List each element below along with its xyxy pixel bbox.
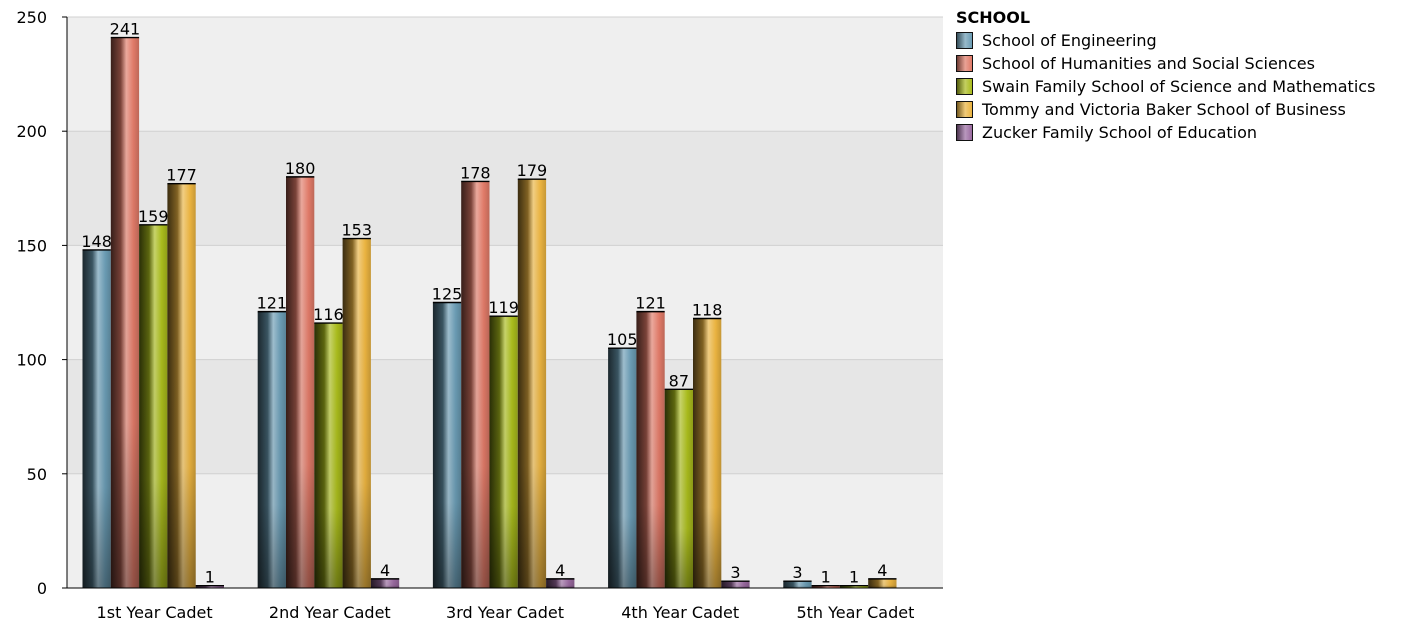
bar-shade [546, 578, 575, 588]
bar-data-label: 121 [257, 294, 288, 313]
bar-shade [461, 181, 490, 588]
x-tick-label: 3rd Year Cadet [446, 603, 564, 622]
x-tick-label: 4th Year Cadet [621, 603, 739, 622]
legend-item: School of Humanities and Social Sciences [956, 52, 1375, 75]
bar-shade [783, 581, 812, 588]
bar-shade [82, 249, 111, 588]
bar-shade [167, 183, 196, 588]
bar-data-label: 153 [341, 221, 372, 240]
y-axis: 0 50 100 150 200 250 [16, 8, 68, 598]
legend-items: School of Engineering School of Humanitie… [956, 29, 1375, 144]
y-tick-label: 50 [27, 465, 47, 484]
legend-label: School of Humanities and Social Sciences [982, 54, 1315, 73]
bar-shade [370, 578, 400, 588]
plot-band [67, 131, 943, 246]
bar-shade [314, 323, 343, 588]
bar-data-label: 178 [460, 163, 491, 182]
bar-shade [636, 311, 665, 588]
legend-label: School of Engineering [982, 31, 1157, 50]
legend-swatch [956, 55, 973, 72]
legend-item: Swain Family School of Science and Mathe… [956, 75, 1375, 98]
y-tick-label: 100 [16, 351, 47, 370]
bar-data-label: 119 [488, 298, 519, 317]
x-tick-label: 1st Year Cadet [97, 603, 213, 622]
bar-data-label: 4 [380, 561, 390, 580]
bar-data-label: 3 [792, 563, 802, 582]
y-tick-label: 250 [16, 8, 47, 27]
bar-data-label: 177 [166, 166, 197, 185]
legend-label: Swain Family School of Science and Mathe… [982, 77, 1376, 96]
legend-swatch [956, 124, 973, 141]
plot-band [67, 17, 943, 132]
bar-data-label: 1 [205, 568, 215, 587]
bar-data-label: 4 [877, 561, 887, 580]
bar-shade [139, 224, 168, 588]
bar-data-label: 116 [313, 305, 344, 324]
legend-item: School of Engineering [956, 29, 1375, 52]
bars [82, 36, 897, 588]
bar-data-label: 125 [432, 285, 463, 304]
legend-swatch [956, 101, 973, 118]
legend-title: SCHOOL [956, 8, 1031, 27]
bar-data-label: 241 [110, 20, 141, 39]
bar-data-label: 180 [285, 159, 316, 178]
bar-data-label: 159 [138, 207, 169, 226]
bar-shade [195, 585, 224, 588]
y-tick-label: 150 [16, 236, 47, 255]
legend-swatch [956, 78, 973, 95]
legend-item: Zucker Family School of Education [956, 121, 1375, 144]
bar-shade [811, 585, 840, 588]
legend-label: Zucker Family School of Education [982, 123, 1258, 142]
bar-data-label: 1 [849, 568, 859, 587]
bar-shade [839, 585, 869, 588]
bar-data-label: 179 [517, 161, 548, 180]
bar-shade [286, 176, 315, 588]
bar-shade [342, 238, 371, 588]
y-tick-label: 200 [16, 122, 47, 141]
bar-shade [664, 389, 693, 588]
x-axis: 1st Year Cadet 2nd Year Cadet 3rd Year Cad… [67, 587, 943, 622]
data-labels: 1482411591771121180116153412517811917941… [81, 20, 887, 587]
bar-shade [721, 581, 750, 588]
bar-data-label: 148 [81, 232, 112, 251]
bar-shade [489, 316, 518, 588]
bar-data-label: 87 [669, 371, 689, 390]
bar-data-label: 4 [555, 561, 565, 580]
bar-data-label: 3 [730, 563, 740, 582]
legend-swatch [956, 32, 973, 49]
bar-data-label: 121 [635, 294, 666, 313]
bar-shade [608, 348, 637, 588]
bar-shade [693, 318, 722, 588]
bar-shade [517, 179, 547, 588]
bar-data-label: 1 [821, 568, 831, 587]
legend: SCHOOL School of Engineering School of Hu… [956, 8, 1375, 144]
bar-shade [257, 311, 286, 588]
bar-shade [868, 578, 897, 588]
bar-data-label: 105 [607, 330, 638, 349]
y-tick-label: 0 [37, 579, 47, 598]
legend-label: Tommy and Victoria Baker School of Busin… [982, 100, 1346, 119]
bar-shade [432, 302, 462, 588]
x-tick-label: 2nd Year Cadet [269, 603, 391, 622]
x-tick-label: 5th Year Cadet [796, 603, 914, 622]
bar-shade [110, 37, 140, 588]
legend-item: Tommy and Victoria Baker School of Busin… [956, 98, 1375, 121]
bar-data-label: 118 [692, 300, 723, 319]
